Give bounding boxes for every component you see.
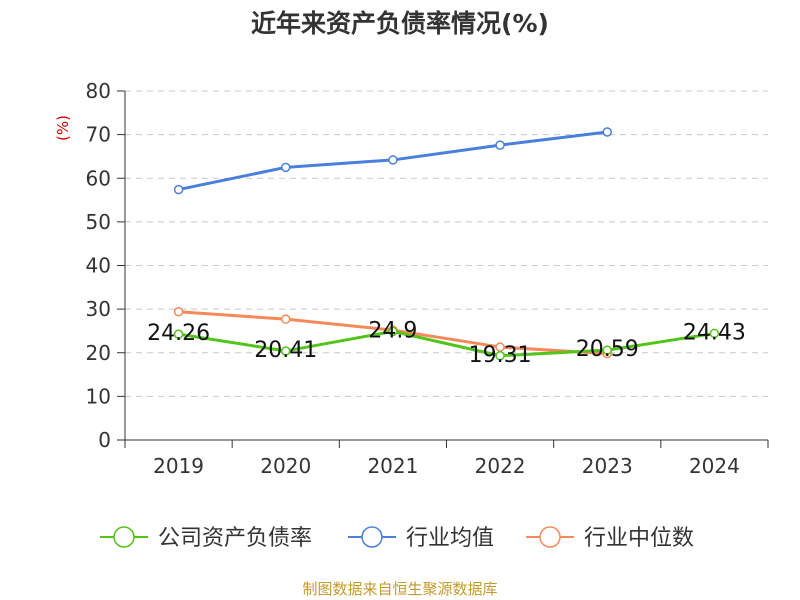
data-label: 20.41	[254, 338, 317, 363]
x-tick-label: 2019	[153, 454, 204, 478]
y-tick-label: 0	[98, 428, 111, 452]
data-point	[281, 314, 291, 324]
data-point	[602, 345, 612, 355]
y-tick-label: 30	[86, 297, 111, 321]
legend-label: 行业中位数	[584, 526, 694, 551]
data-label: 24.9	[368, 318, 417, 343]
legend-label: 行业均值	[406, 526, 494, 551]
data-point	[388, 326, 398, 337]
y-tick-label: 10	[86, 384, 111, 408]
data-point	[173, 329, 184, 339]
data-point	[495, 140, 505, 150]
y-tick-label: 80	[86, 79, 111, 103]
y-tick-label: 20	[86, 341, 111, 365]
data-point	[281, 162, 291, 173]
y-tick-label: 70	[86, 123, 111, 147]
legend-marker	[539, 526, 561, 548]
data-point	[709, 328, 720, 339]
source-note: 制图数据来自恒生聚源数据库	[302, 580, 498, 598]
x-tick-label: 2023	[582, 454, 633, 478]
data-point	[602, 127, 612, 137]
data-point	[173, 184, 184, 195]
legend-label: 公司资产负债率	[158, 526, 312, 551]
data-point	[388, 155, 398, 165]
legend-marker	[361, 526, 383, 548]
data-label: 24.26	[147, 321, 210, 346]
y-tick-label: 40	[86, 254, 111, 278]
y-tick-label: 50	[86, 210, 111, 234]
series-line	[178, 329, 715, 358]
data-point	[173, 306, 184, 317]
data-point	[281, 346, 291, 356]
x-tick-label: 2020	[260, 454, 311, 478]
legend-marker	[113, 526, 135, 548]
x-tick-label: 2022	[475, 454, 526, 478]
x-tick-label: 2024	[689, 454, 740, 478]
data-label: 24.43	[683, 320, 746, 345]
y-tick-label: 60	[86, 166, 111, 190]
y-axis-label: (%)	[54, 115, 72, 141]
data-point	[495, 351, 505, 361]
chart-title: 近年来资产负债率情况(%)	[251, 9, 549, 38]
data-label: 19.31	[469, 343, 532, 368]
x-tick-label: 2021	[367, 454, 418, 478]
data-label: 20.59	[576, 337, 639, 362]
